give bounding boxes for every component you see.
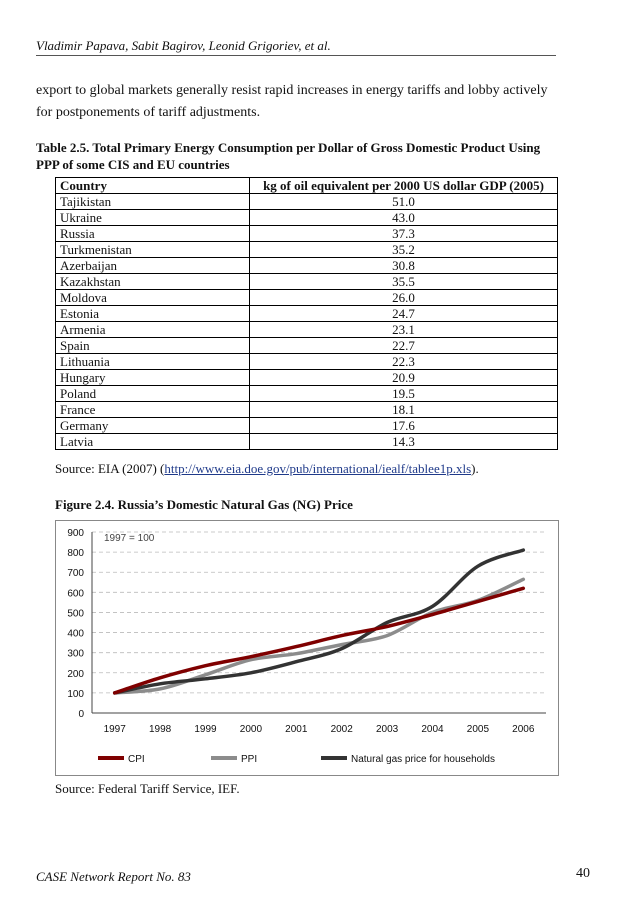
table-row: Turkmenistan 35.2 — [55, 241, 558, 258]
country-cell: Latvia — [55, 433, 250, 450]
y-tick-label: 200 — [67, 669, 84, 680]
value-cell: 24.7 — [249, 305, 558, 322]
footer-report: CASE Network Report No. 83 — [36, 869, 191, 884]
value-cell: 35.5 — [249, 273, 558, 290]
figure-caption: Figure 2.4. Russia’s Domestic Natural Ga… — [55, 497, 353, 512]
table-row: Russia 37.3 — [55, 225, 558, 242]
x-tick-label: 2004 — [421, 724, 444, 735]
body-paragraph: export to global markets generally resis… — [36, 83, 548, 120]
value-cell: 30.8 — [249, 257, 558, 274]
country-cell: Russia — [55, 225, 250, 242]
country-cell: Spain — [55, 337, 250, 354]
y-tick-label: 700 — [67, 568, 84, 579]
country-cell: France — [55, 401, 250, 418]
table-row: France 18.1 — [55, 401, 558, 418]
value-cell: 43.0 — [249, 209, 558, 226]
value-cell: 35.2 — [249, 241, 558, 258]
country-cell: Moldova — [55, 289, 250, 306]
value-cell: 26.0 — [249, 289, 558, 306]
table-source-prefix: Source: EIA (2007) ( — [55, 461, 165, 476]
country-cell: Armenia — [55, 321, 250, 338]
table-row: Lithuania 22.3 — [55, 353, 558, 370]
country-cell: Germany — [55, 417, 250, 434]
table-row: Spain 22.7 — [55, 337, 558, 354]
series-line-2 — [112, 548, 526, 695]
value-cell: 37.3 — [249, 225, 558, 242]
legend-label: Natural gas price for households — [351, 754, 495, 765]
x-tick-label: 2003 — [376, 724, 399, 735]
value-cell: 19.5 — [249, 385, 558, 402]
table-row: Tajikistan 51.0 — [55, 193, 558, 210]
table-row: Armenia 23.1 — [55, 321, 558, 338]
country-cell: Azerbaijan — [55, 257, 250, 274]
chart-annotation: 1997 = 100 — [104, 533, 155, 544]
table-row: Azerbaijan 30.8 — [55, 257, 558, 274]
table-row: Ukraine 43.0 — [55, 209, 558, 226]
y-tick-label: 900 — [67, 528, 84, 539]
legend-label: CPI — [128, 754, 145, 765]
legend-label: PPI — [241, 754, 257, 765]
value-cell: 22.3 — [249, 353, 558, 370]
y-tick-label: 500 — [67, 608, 84, 619]
x-tick-label: 1998 — [149, 724, 172, 735]
country-cell: Ukraine — [55, 209, 250, 226]
series-line-1 — [112, 577, 526, 695]
country-cell: Tajikistan — [55, 193, 250, 210]
y-tick-label: 400 — [67, 629, 84, 640]
value-cell: 18.1 — [249, 401, 558, 418]
energy-consumption-table: Country kg of oil equivalent per 2000 US… — [55, 177, 558, 450]
chart-svg: 0 100 200 300 400 500 600 700 800 900 1997 1998 1999… — [67, 528, 546, 765]
country-cell: Estonia — [55, 305, 250, 322]
x-tick-label: 2000 — [240, 724, 263, 735]
y-tick-label: 800 — [67, 548, 84, 559]
x-tick-label: 2002 — [331, 724, 354, 735]
figure-source: Source: Federal Tariff Service, IEF. — [55, 781, 240, 796]
table-row: Germany 17.6 — [55, 417, 558, 434]
table-source: Source: EIA (2007) (http://www.eia.doe.g… — [55, 461, 479, 477]
x-tick-label: 2001 — [285, 724, 308, 735]
y-tick-label: 0 — [78, 709, 84, 720]
y-tick-label: 300 — [67, 649, 84, 660]
table-header-row: Country kg of oil equivalent per 2000 US… — [55, 177, 558, 194]
page-number: 40 — [576, 866, 590, 881]
table-caption: Table 2.5. Total Primary Energy Consumpt… — [36, 140, 541, 172]
table-row: Kazakhstan 35.5 — [55, 273, 558, 290]
header-divider — [36, 55, 556, 56]
column-header-country: Country — [55, 177, 250, 194]
table-source-link[interactable]: http://www.eia.doe.gov/pub/international… — [164, 461, 472, 476]
x-tick-label: 2006 — [512, 724, 535, 735]
series-line-0 — [112, 586, 526, 695]
value-cell: 17.6 — [249, 417, 558, 434]
value-cell: 23.1 — [249, 321, 558, 338]
table-row: Estonia 24.7 — [55, 305, 558, 322]
running-header: Vladimir Papava, Sabit Bagirov, Leonid G… — [36, 38, 331, 53]
country-cell: Kazakhstan — [55, 273, 250, 290]
table-row: Poland 19.5 — [55, 385, 558, 402]
y-tick-label: 100 — [67, 689, 84, 700]
table-source-suffix: ). — [471, 461, 479, 476]
x-tick-label: 2005 — [467, 724, 490, 735]
value-cell: 20.9 — [249, 369, 558, 386]
column-header-value: kg of oil equivalent per 2000 US dollar … — [249, 177, 558, 194]
gas-price-chart: 0 100 200 300 400 500 600 700 800 900 1997 1998 1999… — [55, 520, 559, 776]
x-tick-label: 1999 — [194, 724, 217, 735]
country-cell: Turkmenistan — [55, 241, 250, 258]
value-cell: 22.7 — [249, 337, 558, 354]
x-tick-label: 1997 — [104, 724, 127, 735]
table-row: Latvia 14.3 — [55, 433, 558, 450]
table-row: Hungary 20.9 — [55, 369, 558, 386]
table-row: Moldova 26.0 — [55, 289, 558, 306]
value-cell: 51.0 — [249, 193, 558, 210]
country-cell: Poland — [55, 385, 250, 402]
country-cell: Lithuania — [55, 353, 250, 370]
value-cell: 14.3 — [249, 433, 558, 450]
country-cell: Hungary — [55, 369, 250, 386]
y-tick-label: 600 — [67, 588, 84, 599]
